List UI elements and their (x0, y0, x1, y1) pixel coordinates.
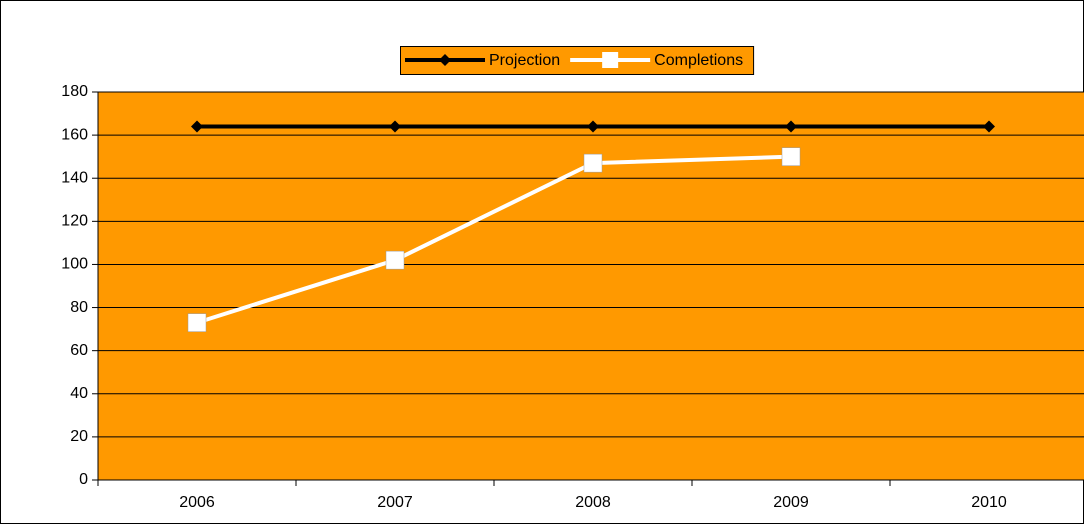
legend-label: Projection (489, 52, 560, 69)
marker (187, 313, 207, 332)
plot-area: 0 20 40 60 80 100 120 140 160 180 2006 2007 2008 2009… (61, 83, 1084, 511)
series-line (196, 154, 792, 325)
marker (191, 120, 203, 133)
marker (983, 120, 995, 133)
plot-background (98, 92, 1084, 480)
legend: Projection Completions (400, 46, 755, 75)
y-tick-label: 180 (61, 83, 88, 100)
marker (781, 147, 801, 166)
y-tick-label: 0 (79, 471, 88, 488)
marker (587, 120, 599, 133)
marker (389, 120, 401, 133)
y-tick-label: 60 (70, 342, 88, 359)
legend-marker (602, 52, 619, 68)
x-tick-label: 2007 (377, 494, 413, 511)
x-tick-label: 2008 (575, 494, 611, 511)
x-tick-label: 2009 (773, 494, 809, 511)
y-tick-label: 100 (61, 256, 88, 273)
y-tick-label: 120 (61, 213, 88, 230)
x-tick-label: 2010 (971, 494, 1007, 511)
legend-label: Completions (654, 52, 743, 69)
x-tick-label: 2006 (179, 494, 215, 511)
marker (785, 120, 797, 133)
marker (583, 153, 603, 173)
y-tick-label: 80 (70, 299, 88, 316)
y-tick-label: 20 (70, 428, 88, 445)
y-tick-label: 140 (61, 169, 88, 186)
y-tick-label: 160 (61, 126, 88, 143)
legend-marker (439, 54, 451, 66)
y-tick-label: 40 (70, 385, 88, 402)
marker (385, 250, 405, 270)
